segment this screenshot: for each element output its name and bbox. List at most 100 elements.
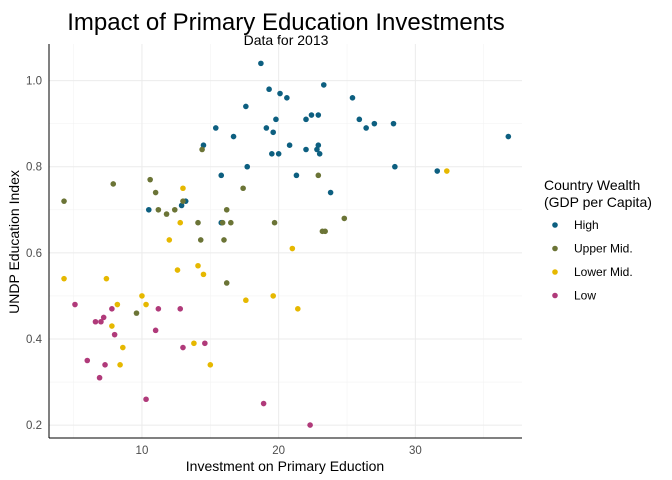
point-lower-mid [200,271,207,278]
point-lower-mid [166,237,173,243]
point-high [303,116,309,123]
point-upper-mid [110,181,117,187]
grid [49,44,522,438]
legend-key-lower-mid [552,269,558,275]
point-high [308,112,315,118]
point-low [98,318,104,325]
point-high [266,86,272,93]
point-high [315,142,322,148]
point-lower-mid [243,297,249,304]
chart-subtitle: Data for 2013 [244,32,329,48]
point-high [316,151,323,157]
point-upper-mid [271,219,278,226]
point-high [293,172,300,179]
point-upper-mid [195,219,201,226]
point-lower-mid [289,245,296,252]
point-lower-mid [195,262,201,269]
point-lower-mid [207,361,214,368]
legend-label-lower-mid: Lower Mid. [574,265,633,279]
point-upper-mid [152,189,159,196]
y-tick-label: 0.4 [26,334,43,346]
point-low [92,318,99,325]
y-axis-title: UNDP Education Index [6,170,22,314]
legend-label-upper-mid: Upper Mid. [574,242,633,256]
tick-labels: 10 20 30 0.2 0.4 0.6 0.8 1.0 [26,76,422,457]
point-high [244,163,251,170]
point-high [230,133,237,140]
y-tick-label: 1.0 [26,76,42,88]
legend-key-low [552,292,558,299]
point-upper-mid [163,211,170,217]
chart-title: Impact of Primary Education Investments [67,9,505,36]
point-upper-mid [155,206,162,213]
point-high [263,125,270,131]
point-lower-mid [114,301,121,308]
point-lower-mid [117,361,123,368]
point-upper-mid [221,237,227,243]
point-lower-mid [295,306,301,312]
point-high [356,116,363,123]
point-upper-mid [180,198,186,204]
point-lower-mid [180,185,186,192]
point-high [284,95,290,101]
point-high [314,146,320,153]
point-upper-mid [197,237,204,243]
point-low [177,306,184,312]
point-high [363,125,369,131]
point-low [143,396,149,403]
legend-title-line1: Country Wealth [544,177,640,193]
legend: Country Wealth (GDP per Capita) High Uppe… [544,177,652,303]
data-points [61,60,512,428]
point-upper-mid [322,228,328,235]
point-high [145,206,152,213]
point-lower-mid [270,293,276,299]
point-lower-mid [174,267,181,273]
legend-title-line2: (GDP per Capita) [544,194,652,210]
point-low [155,306,162,312]
point-high [303,146,309,153]
point-low [72,301,78,308]
point-high [392,163,398,170]
x-tick-label: 10 [136,445,149,457]
point-low [84,357,91,364]
point-high [178,202,185,209]
point-lower-mid [120,344,126,351]
point-high [273,116,279,123]
point-high [434,168,441,174]
legend-key-high [552,222,558,228]
point-high [277,90,283,97]
point-low [111,331,118,338]
point-upper-mid [315,172,322,179]
x-tick-label: 30 [409,445,422,457]
point-lower-mid [103,275,110,282]
x-tick-label: 20 [272,445,285,457]
point-lower-mid [109,323,115,329]
point-lower-mid [444,168,450,174]
point-high [327,189,334,196]
point-upper-mid [171,206,178,213]
point-low [96,374,103,381]
legend-label-high: High [574,218,599,232]
y-tick-label: 0.6 [26,248,42,260]
point-upper-mid [223,206,230,213]
point-high [505,133,512,140]
y-tick-label: 0.2 [26,420,42,432]
point-high [258,60,264,67]
point-low [152,327,159,334]
point-lower-mid [143,301,149,308]
point-high [270,129,276,136]
point-upper-mid [219,219,226,226]
point-upper-mid [223,280,230,286]
point-high [349,95,356,101]
point-low [260,400,267,407]
point-lower-mid [139,293,145,299]
point-high [286,142,293,148]
point-high [390,120,397,127]
legend-items: High Upper Mid. Lower Mid. Low [552,218,633,303]
point-upper-mid [228,219,234,226]
legend-label-low: Low [574,289,596,303]
point-low [307,422,313,428]
point-upper-mid [147,176,153,183]
point-high [320,82,327,88]
point-high [200,142,207,148]
